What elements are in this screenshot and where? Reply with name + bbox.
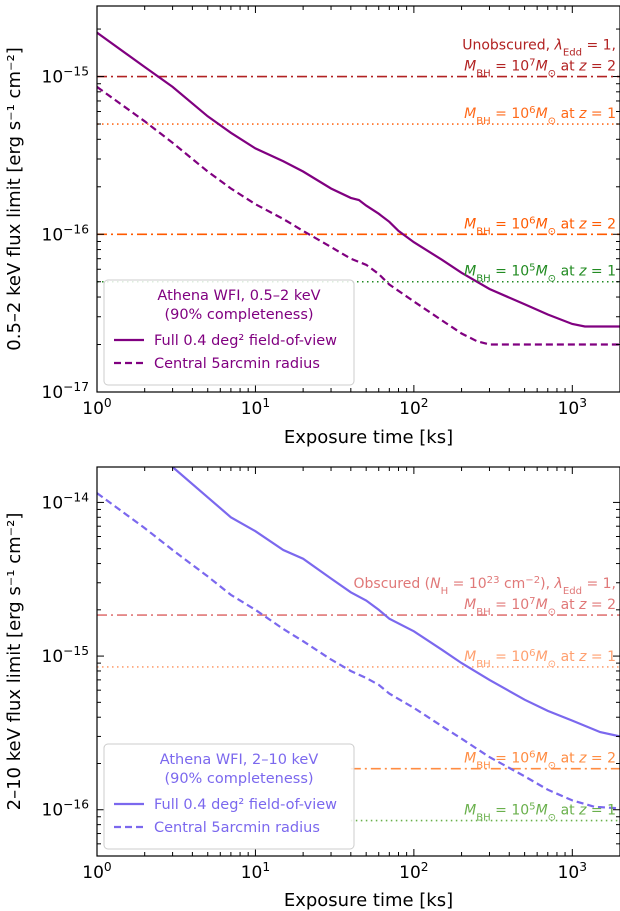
x-tick-label: 100 xyxy=(82,396,111,419)
reference-line-label: MBH = 105M⊙ at z = 1 xyxy=(464,262,616,284)
reference-line-label: Unobscured, λEdd = 1, xyxy=(462,38,616,59)
legend-title: Athena WFI, 0.5–2 keV xyxy=(157,288,320,304)
legend: Athena WFI, 0.5–2 keV (90% completeness) F… xyxy=(103,279,355,386)
legend-box xyxy=(103,279,355,386)
x-tick-label: 100 xyxy=(82,860,111,883)
legend-entry-label: Central 5arcmin radius xyxy=(154,356,320,372)
legend-title: (90% completeness) xyxy=(164,771,313,787)
x-tick-label: 101 xyxy=(241,396,270,419)
reference-line-label: Obscured (NH = 1023 cm−2), λEdd = 1, xyxy=(354,575,617,597)
y-tick-label: 10−15 xyxy=(42,65,89,88)
x-tick-label: 101 xyxy=(241,860,270,883)
legend-title: Athena WFI, 2–10 keV xyxy=(160,752,319,768)
series-line-full-fov xyxy=(97,31,620,328)
y-tick-label: 10−16 xyxy=(42,222,90,245)
x-axis-label: Exposure time [ks] xyxy=(284,427,453,448)
x-tick-label: 102 xyxy=(399,860,428,883)
series-line-central-5arcmin xyxy=(97,492,620,810)
y-axis-label: 2–10 keV flux limit [erg s⁻¹ cm⁻²] xyxy=(4,513,25,811)
legend-title: (90% completeness) xyxy=(164,307,313,323)
legend-entry-label: Full 0.4 deg² field-of-view xyxy=(154,333,337,349)
reference-line-label: MBH = 107M⊙ at z = 2 xyxy=(464,57,616,79)
reference-line-label: MBH = 106M⊙ at z = 1 xyxy=(464,647,616,669)
y-tick-label: 10−14 xyxy=(42,490,90,513)
reference-line-label: MBH = 106M⊙ at z = 1 xyxy=(464,105,616,127)
y-tick-label: 10−15 xyxy=(42,644,89,667)
reference-line-label: MBH = 105M⊙ at z = 1 xyxy=(464,801,616,823)
chart-panel-hard-band: Obscured (NH = 1023 cm−2), λEdd = 1,MBH … xyxy=(4,466,620,911)
series-line-full-fov xyxy=(171,467,620,738)
axes-frame xyxy=(96,466,620,857)
series-line-central-5arcmin xyxy=(97,86,620,346)
reference-line-label: MBH = 106M⊙ at z = 2 xyxy=(464,215,616,237)
reference-line-label: MBH = 107M⊙ at z = 2 xyxy=(464,596,616,618)
legend: Athena WFI, 2–10 keV (90% completeness) Fu… xyxy=(103,743,355,850)
plot-area xyxy=(97,467,620,822)
legend-entry-label: Full 0.4 deg² field-of-view xyxy=(154,797,337,813)
x-tick-label: 103 xyxy=(558,396,587,419)
legend-box xyxy=(103,743,355,850)
y-axis-label: 0.5–2 keV flux limit [erg s⁻¹ cm⁻²] xyxy=(4,47,25,350)
x-tick-label: 102 xyxy=(399,396,428,419)
y-tick-label: 10−17 xyxy=(42,380,89,403)
plot-area xyxy=(97,31,620,346)
y-tick-label: 10−16 xyxy=(42,798,90,821)
reference-line-label: MBH = 106M⊙ at z = 2 xyxy=(464,749,616,771)
axes-frame xyxy=(96,5,620,393)
x-axis-label: Exposure time [ks] xyxy=(284,890,453,911)
x-tick-label: 103 xyxy=(558,860,587,883)
legend-entry-label: Central 5arcmin radius xyxy=(154,820,320,836)
chart-panel-soft-band: Unobscured, λEdd = 1,MBH = 107M⊙ at z = … xyxy=(4,5,620,448)
